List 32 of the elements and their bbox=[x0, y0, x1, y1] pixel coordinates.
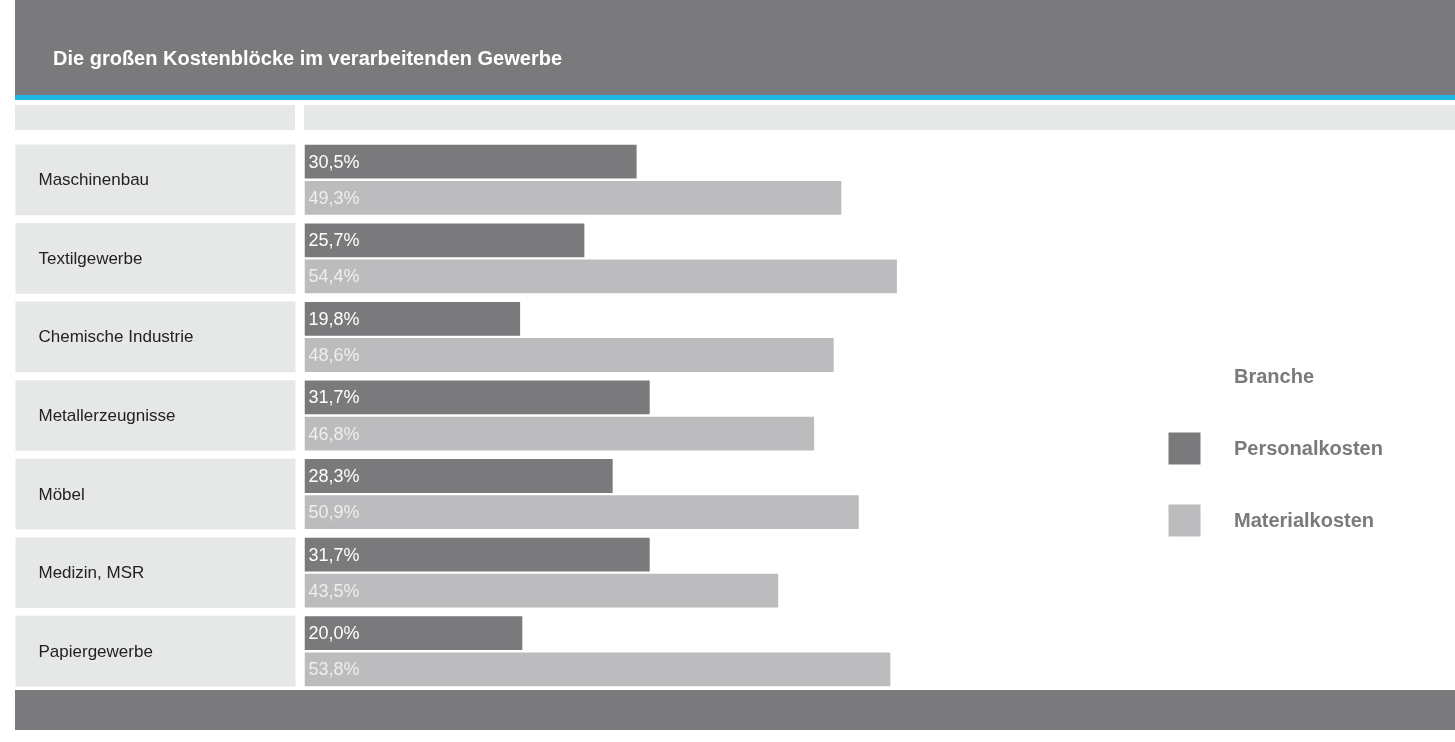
bar bbox=[304, 573, 779, 608]
data-label: 30,5% bbox=[308, 151, 360, 172]
y-tick-label: Metallerzeugnisse bbox=[38, 406, 176, 425]
y-tick-label: Medizin, MSR bbox=[38, 563, 145, 583]
legend-label: Materialkosten bbox=[1234, 508, 1375, 532]
data-label: 25,7% bbox=[308, 230, 360, 251]
y-tick-label: Papiergewerbe bbox=[38, 641, 153, 661]
y-tick-label: Textilgewerbe bbox=[38, 248, 143, 268]
y-tick-label: Möbel bbox=[38, 484, 85, 504]
data-label: 19,8% bbox=[308, 308, 360, 329]
bar bbox=[304, 144, 637, 179]
bar bbox=[304, 259, 897, 294]
y-tick-label: Maschinenbau bbox=[38, 170, 150, 190]
bar bbox=[304, 380, 650, 415]
bar bbox=[304, 459, 613, 493]
data-label: 31,7% bbox=[308, 544, 360, 565]
bar bbox=[304, 301, 521, 336]
bar bbox=[304, 180, 842, 215]
bar bbox=[304, 223, 585, 258]
bar bbox=[304, 537, 650, 572]
data-label: 31,7% bbox=[308, 387, 360, 408]
y-tick-label: Chemische Industrie bbox=[38, 327, 194, 347]
bar bbox=[304, 652, 891, 687]
bar bbox=[304, 416, 815, 451]
data-label: 28,3% bbox=[308, 466, 360, 486]
bar bbox=[304, 495, 859, 530]
y-axis-title: Branche bbox=[1234, 364, 1315, 388]
data-label: 20,0% bbox=[308, 623, 360, 644]
bar bbox=[304, 338, 834, 372]
legend-label: Personalkosten bbox=[1234, 436, 1383, 460]
bar bbox=[304, 616, 523, 651]
chart-title: Die großen Kostenblöcke im verarbeitenden Gewerbe bbox=[15, 0, 1455, 100]
